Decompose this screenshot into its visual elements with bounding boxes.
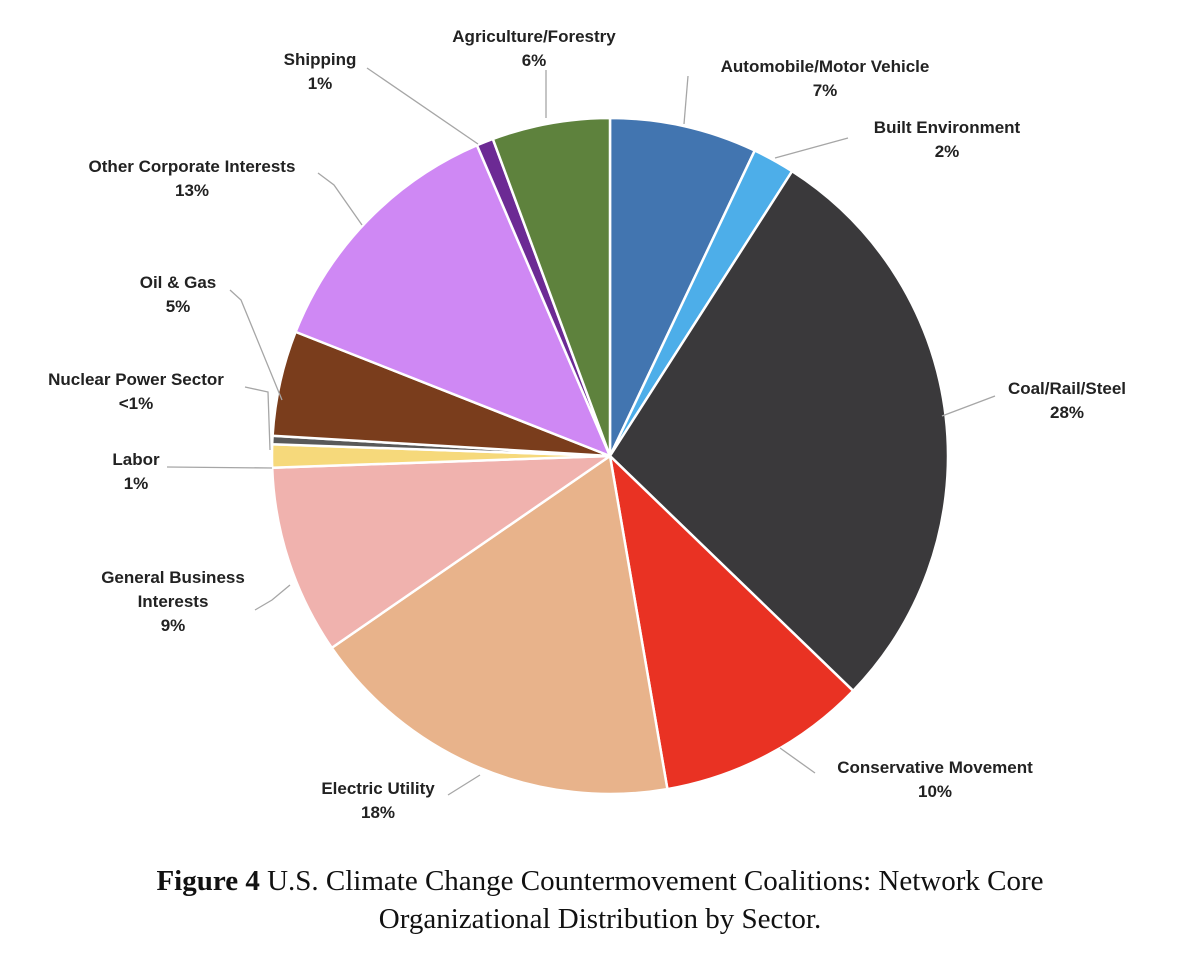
leader-line-labor (166, 466, 273, 469)
slice-percent-label: 2% (935, 142, 960, 161)
slice-name-label: Coal/Rail/Steel (1008, 379, 1126, 398)
slice-name-label: Shipping (284, 50, 357, 69)
slice-name-label: General Business (101, 568, 245, 587)
slice-label-oil-gas: Oil & Gas 5% (140, 273, 217, 316)
pie-slice-general-business-interests (270, 454, 612, 650)
slice-label-electric-utility: Electric Utility 18% (321, 779, 435, 822)
slice-percent-label: 6% (522, 51, 547, 70)
leader-line-built-environment (774, 137, 849, 159)
slice-label-general-business-interests: General Business Interests 9% (101, 568, 245, 635)
slice-name-label: Labor (112, 450, 160, 469)
slice-label-labor: Labor 1% (112, 450, 160, 493)
pie-slice-other-corporate-interests (294, 144, 612, 458)
leader-line-coal-rail-steel (941, 395, 996, 417)
pie-slice-automobile-motor-vehicle (608, 116, 756, 458)
slice-label-built-environment: Built Environment 2% (874, 118, 1021, 161)
slice-percent-label: 9% (161, 616, 186, 635)
slice-percent-label: 1% (308, 74, 333, 93)
slice-name-label: Other Corporate Interests (89, 157, 296, 176)
slice-percent-label: <1% (119, 394, 154, 413)
leader-line-general-business-interests (254, 584, 291, 611)
slice-name-label: Conservative Movement (837, 758, 1033, 777)
slice-label-conservative-movement: Conservative Movement 10% (837, 758, 1033, 801)
pie-slice-conservative-movement (608, 454, 855, 791)
caption-line-2: Organizational Distribution by Sector. (378, 903, 822, 935)
slice-percent-label: 18% (361, 803, 395, 822)
figure-number: Figure 4 (156, 865, 260, 897)
leader-line-nuclear-power-sector (244, 386, 271, 451)
leader-line-electric-utility (447, 774, 481, 796)
slice-label-automobile-motor-vehicle: Automobile/Motor Vehicle 7% (721, 57, 930, 100)
slice-percent-label: 5% (166, 297, 191, 316)
slice-name-label: Electric Utility (321, 779, 435, 798)
slice-name-label: Agriculture/Forestry (452, 27, 616, 46)
slice-percent-label: 1% (124, 474, 149, 493)
pie-slice-coal-rail-steel (608, 169, 950, 693)
leader-line-shipping (366, 67, 479, 145)
slice-percent-label: 10% (918, 782, 952, 801)
pie-slice-electric-utility (330, 454, 669, 796)
caption-line-1: U.S. Climate Change Countermovement Coal… (267, 865, 1044, 897)
pie-svg: Automobile/Motor Vehicle 7% Built Environm… (48, 27, 1126, 822)
leader-line-automobile-motor-vehicle (683, 75, 689, 125)
pie-chart: Automobile/Motor Vehicle 7% Built Environm… (48, 27, 1126, 822)
slice-name-label: Built Environment (874, 118, 1021, 137)
slice-label-nuclear-power-sector: Nuclear Power Sector <1% (48, 370, 224, 413)
slice-label-coal-rail-steel: Coal/Rail/Steel 28% (1008, 379, 1126, 422)
slice-percent-label: 28% (1050, 403, 1084, 422)
leader-line-other-corporate-interests (317, 172, 363, 226)
slice-label-other-corporate-interests: Other Corporate Interests 13% (89, 157, 296, 200)
slice-name-label: Automobile/Motor Vehicle (721, 57, 930, 76)
slice-percent-label: 13% (175, 181, 209, 200)
slice-label-shipping: Shipping 1% (284, 50, 357, 93)
slice-label-agriculture-forestry: Agriculture/Forestry 6% (452, 27, 616, 70)
slice-name-label: Nuclear Power Sector (48, 370, 224, 389)
slice-name-label: Interests (138, 592, 209, 611)
leader-line-oil-gas (229, 289, 283, 401)
slice-name-label: Oil & Gas (140, 273, 217, 292)
leader-line-conservative-movement (779, 747, 816, 774)
pie-slice-agriculture-forestry (491, 116, 612, 458)
figure-caption: Figure 4 U.S. Climate Change Countermove… (0, 862, 1200, 938)
slice-percent-label: 7% (813, 81, 838, 100)
